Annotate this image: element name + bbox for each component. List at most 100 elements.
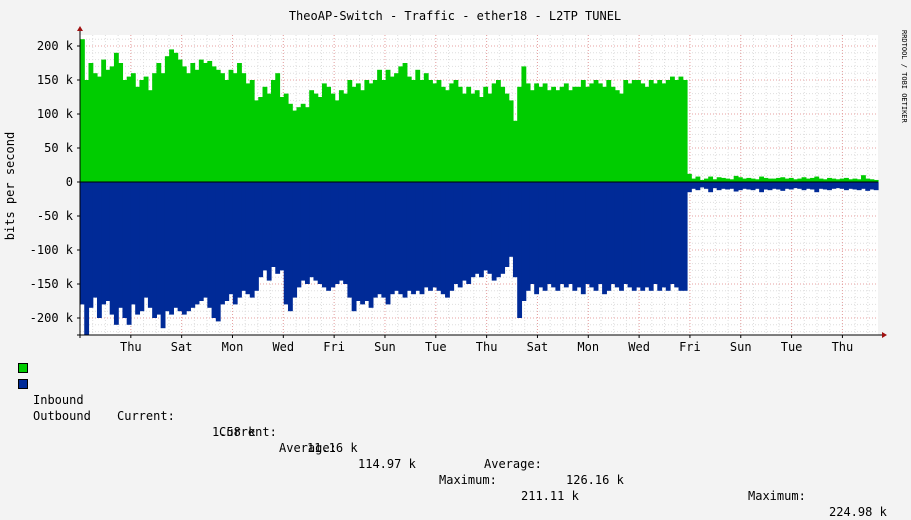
outbound-sample [283, 182, 289, 305]
inbound-sample [602, 86, 607, 182]
outbound-sample [445, 182, 450, 298]
outbound-sample [470, 182, 476, 278]
outbound-sample [92, 182, 98, 298]
outbound-sample [287, 182, 293, 312]
x-tick-label: Thu [476, 340, 498, 354]
outbound-sample [746, 182, 752, 190]
inbound-sample [754, 179, 760, 182]
x-tick-label: Sun [730, 340, 752, 354]
inbound-sample [504, 93, 510, 182]
inbound-sample [508, 100, 514, 182]
outbound-sample [207, 182, 213, 308]
outbound-sample [500, 182, 506, 274]
inbound-sample [491, 83, 497, 182]
outbound-sample [708, 182, 714, 193]
inbound-sample [398, 66, 404, 182]
inbound-sample [453, 80, 459, 182]
inbound-sample [466, 86, 472, 182]
inbound-sample [559, 86, 565, 182]
inbound-sample [873, 179, 879, 182]
outbound-sample [432, 182, 438, 288]
outbound-sample [580, 182, 586, 295]
outbound-sample [495, 182, 501, 278]
inbound-sample [147, 90, 153, 182]
outbound-sample [563, 182, 569, 288]
outbound-current-value: 11.16 k [307, 441, 358, 455]
outbound-sample [198, 182, 204, 301]
inbound-sample [653, 83, 658, 182]
outbound-sample [529, 182, 535, 284]
outbound-sample [691, 182, 697, 189]
outbound-sample [279, 182, 285, 271]
outbound-sample [164, 182, 170, 312]
outbound-sample [546, 182, 552, 284]
inbound-sample [474, 90, 480, 182]
outbound-sample [551, 182, 556, 288]
outbound-sample [419, 182, 425, 295]
inbound-sample [512, 120, 518, 182]
outbound-sample [538, 182, 544, 288]
inbound-sample [377, 69, 382, 182]
outbound-sample [483, 182, 489, 271]
outbound-sample [321, 182, 327, 288]
inbound-sample [623, 80, 629, 182]
inbound-sample [810, 177, 815, 182]
inbound-sample [856, 179, 862, 182]
axes [77, 26, 887, 338]
outbound-sample [304, 182, 310, 284]
inbound-sample [160, 73, 166, 182]
inbound-sample [300, 103, 306, 182]
outbound-sample [457, 182, 463, 288]
outbound-maximum-label: Maximum: [748, 489, 806, 503]
outbound-sample [725, 182, 731, 190]
inbound-sample [784, 178, 790, 182]
inbound-sample [84, 80, 90, 182]
inbound-sample [343, 93, 349, 182]
outbound-sample [487, 182, 493, 274]
outbound-sample [754, 182, 760, 189]
inbound-sample [143, 76, 149, 182]
outbound-sample [644, 182, 650, 288]
outbound-sample [190, 182, 196, 308]
inbound-sample [525, 83, 531, 182]
outbound-sample [275, 182, 281, 274]
outbound-sample [610, 182, 616, 284]
y-tick-label: -150 k [30, 277, 74, 291]
outbound-sample [186, 182, 191, 312]
x-axis-arrow [882, 332, 887, 338]
inbound-sample [169, 49, 174, 183]
graph-title: TheoAP-Switch - Traffic - ether18 - L2TP… [289, 9, 621, 23]
outbound-sample [258, 182, 264, 278]
inbound-sample [814, 176, 820, 182]
outbound-sample [343, 182, 349, 284]
outbound-sample [631, 182, 637, 291]
inbound-sample [670, 76, 675, 182]
outbound-sample [309, 182, 315, 278]
inbound-sample [122, 80, 128, 182]
x-tick-label: Sun [374, 340, 396, 354]
inbound-sample [818, 178, 824, 182]
inbound-sample [245, 83, 251, 182]
outbound-sample [827, 182, 832, 191]
inbound-sample [113, 52, 119, 182]
outbound-sample [682, 182, 688, 291]
inbound-sample [415, 69, 421, 182]
outbound-sample [661, 182, 667, 288]
outbound-sample [211, 182, 217, 318]
outbound-sample [784, 182, 790, 189]
outbound-sample [636, 182, 641, 288]
inbound-sample [534, 83, 540, 182]
x-tick-label: Thu [832, 340, 854, 354]
outbound-sample [759, 182, 764, 193]
inbound-sample [130, 73, 136, 182]
inbound-sample [699, 179, 705, 182]
outbound-sample [665, 182, 671, 291]
inbound-sample [266, 93, 272, 182]
inbound-sample [181, 66, 187, 182]
outbound-average-label: Average: [484, 457, 542, 471]
inbound-sample [80, 39, 85, 183]
outbound-sample [453, 182, 459, 284]
inbound-sample [338, 90, 344, 182]
outbound-sample [648, 182, 654, 291]
outbound-sample [355, 182, 361, 301]
